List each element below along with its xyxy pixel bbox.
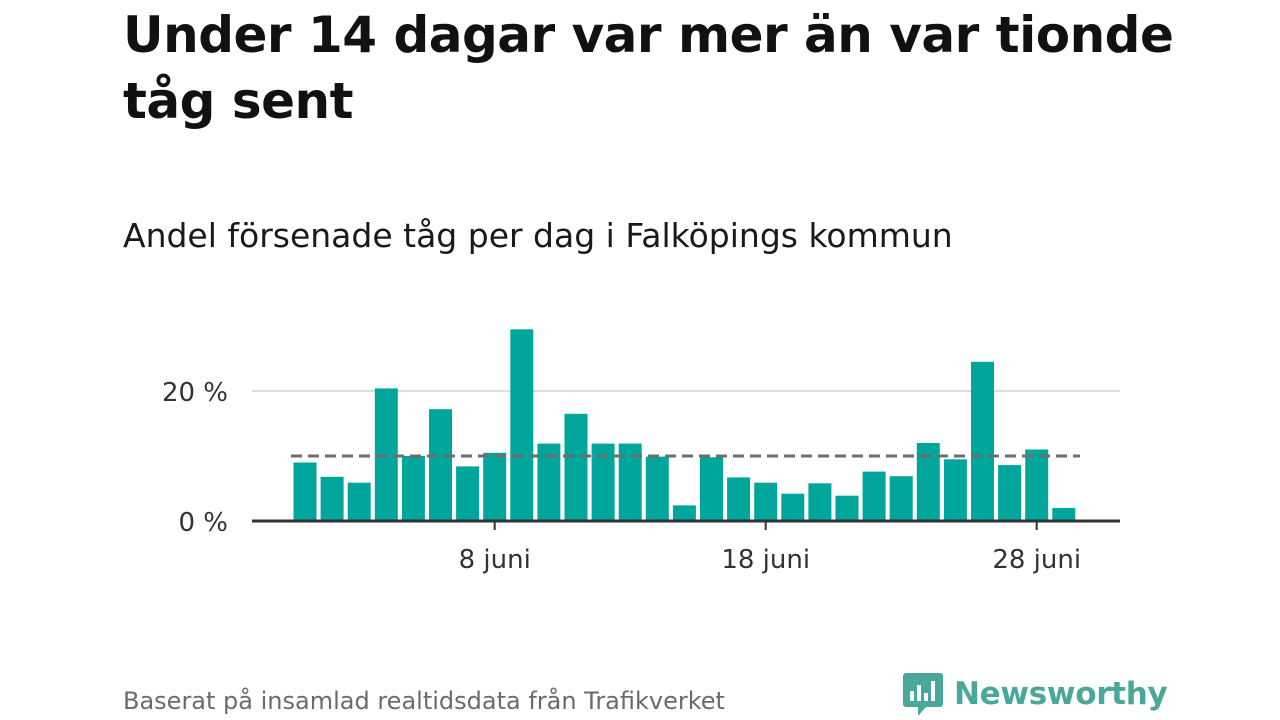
bar <box>1052 508 1076 521</box>
x-tick-label: 28 juni <box>992 545 1081 575</box>
chart-title: Under 14 dagar var mer än var tionde tåg… <box>123 6 1174 130</box>
bar <box>889 476 913 522</box>
source-note: Baserat på insamlad realtidsdata från Tr… <box>123 687 725 715</box>
bar <box>754 482 778 522</box>
bar <box>998 465 1022 521</box>
bar <box>320 476 344 521</box>
bar <box>537 443 561 521</box>
bar <box>293 462 317 521</box>
bar <box>727 477 751 521</box>
bar <box>672 505 696 521</box>
bar <box>510 329 534 522</box>
bar <box>645 456 669 521</box>
bar <box>781 493 805 521</box>
bar <box>618 443 642 521</box>
bar <box>808 483 832 521</box>
bar <box>862 471 886 521</box>
bar <box>456 466 480 521</box>
chart-subtitle: Andel försenade tåg per dag i Falköpings… <box>123 216 953 255</box>
bar <box>916 443 940 521</box>
bar-chart: 0 % 20 % 8 juni 18 juni 28 juni <box>162 329 1120 575</box>
x-tick-label: 8 juni <box>459 545 531 575</box>
bar <box>971 361 994 522</box>
x-tick-label: 18 juni <box>721 545 810 575</box>
brand-name: Newsworthy <box>954 676 1168 712</box>
bar <box>564 413 588 522</box>
y-tick-label: 0 % <box>178 508 228 538</box>
bar <box>1025 449 1049 521</box>
y-tick-label: 20 % <box>162 378 228 408</box>
bar <box>835 495 859 521</box>
bar <box>429 409 452 521</box>
brand-logo: Newsworthy <box>902 670 1168 718</box>
newsworthy-logo-icon <box>903 673 943 716</box>
bar <box>401 456 425 521</box>
bar <box>483 452 507 522</box>
bar <box>591 443 615 521</box>
bar <box>943 459 967 522</box>
bar <box>347 482 371 522</box>
bar <box>700 457 723 521</box>
